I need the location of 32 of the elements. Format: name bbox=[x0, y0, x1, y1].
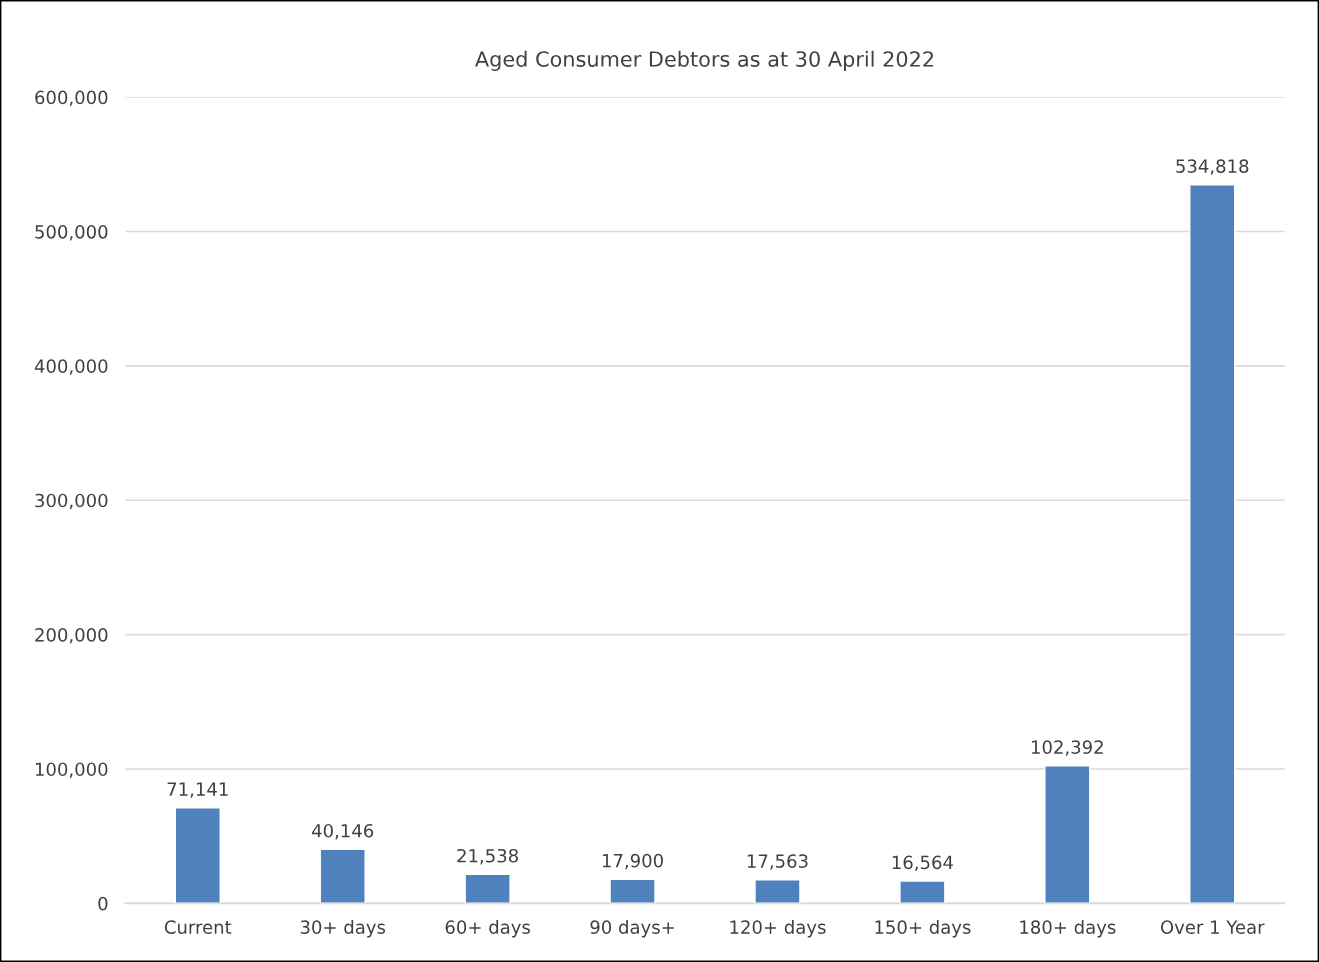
y-tick-label: 100,000 bbox=[35, 762, 108, 778]
x-tick-label: Current bbox=[164, 920, 232, 934]
data-label: 71,141 bbox=[167, 782, 228, 798]
x-tick-label: 150+ days bbox=[875, 919, 971, 938]
x-tick-label: 60+ days bbox=[445, 919, 530, 938]
bar bbox=[754, 879, 801, 904]
bar bbox=[319, 848, 366, 904]
data-label: 17,900 bbox=[602, 853, 663, 870]
y-tick-label: 500,000 bbox=[35, 224, 108, 241]
bar bbox=[609, 878, 656, 904]
bar bbox=[899, 880, 946, 904]
data-label: 102,392 bbox=[1031, 740, 1103, 756]
x-tick-label: Over 1 Year bbox=[1160, 920, 1265, 934]
y-tick-label: 0 bbox=[98, 896, 108, 911]
y-tick-label: 200,000 bbox=[35, 628, 108, 644]
y-tick-label: 600,000 bbox=[35, 90, 108, 107]
x-tick-label: 30+ days bbox=[300, 919, 386, 938]
y-tick-label: 400,000 bbox=[34, 359, 108, 375]
bar bbox=[464, 873, 511, 904]
data-label: 16,564 bbox=[892, 855, 953, 872]
bar bbox=[1044, 765, 1091, 904]
x-tick-label: 180+ days bbox=[1020, 919, 1116, 938]
data-label: 40,146 bbox=[311, 823, 374, 840]
x-tick-label: 90 days+ bbox=[590, 919, 674, 938]
data-label: 534,818 bbox=[1176, 159, 1249, 175]
chart-title: Aged Consumer Debtors as at 30 April 2022 bbox=[475, 50, 934, 71]
y-tick-label: 300,000 bbox=[35, 493, 108, 510]
bar bbox=[1189, 184, 1236, 904]
data-label: 21,538 bbox=[457, 848, 518, 865]
data-label: 17,563 bbox=[747, 854, 808, 870]
bar bbox=[174, 807, 221, 904]
x-tick-label: 120+ days bbox=[730, 919, 826, 938]
